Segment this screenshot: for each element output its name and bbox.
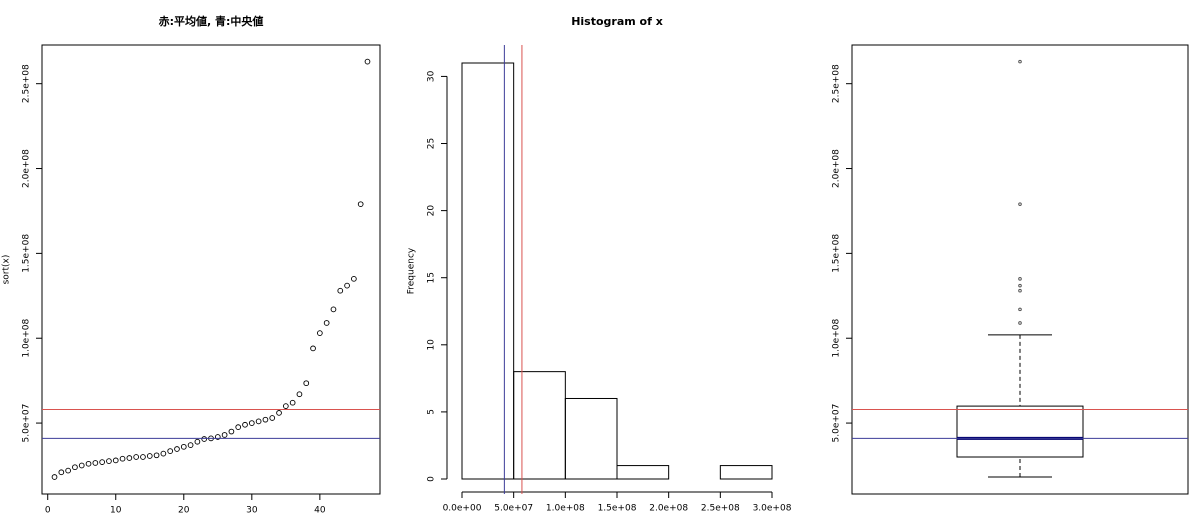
x-tick-label: 1.5e+08 (598, 504, 637, 514)
outlier (1018, 321, 1022, 325)
histogram-bar (461, 62, 515, 480)
point (133, 454, 140, 460)
y-tick-label: 5.0e+07 (832, 404, 842, 443)
point (242, 421, 248, 428)
y-tick-label: 25 (427, 138, 437, 149)
y-tick-label: 15 (427, 272, 437, 283)
x-tick-label: 20 (178, 506, 190, 516)
point (337, 287, 344, 294)
y-tick-label: 2.5e+08 (22, 64, 32, 103)
y-tick-label: 30 (427, 70, 437, 82)
x-tick-label: 1.0e+08 (546, 504, 585, 514)
point (214, 434, 221, 440)
point (221, 432, 228, 438)
point (351, 275, 357, 282)
point (72, 464, 78, 471)
x-tick-label: 0.0e+00 (443, 504, 482, 514)
point (153, 452, 160, 459)
point (262, 416, 269, 423)
x-tick-label: 2.5e+08 (701, 504, 740, 514)
point (99, 459, 105, 465)
chart-title: 赤:平均値, 青:中央値 (159, 14, 264, 28)
point (282, 403, 289, 409)
x-tick-label: 0 (45, 506, 51, 516)
y-tick-label: 2.5e+08 (832, 64, 842, 103)
box (956, 405, 1084, 458)
point (119, 455, 126, 462)
x-tick-label: 40 (314, 506, 326, 516)
point (323, 320, 330, 326)
point (78, 462, 85, 469)
point (160, 450, 167, 457)
y-tick-label: 1.0e+08 (22, 319, 32, 358)
point (228, 428, 235, 435)
outlier (1018, 277, 1022, 281)
point (180, 443, 187, 450)
y-tick-label: 10 (427, 339, 437, 351)
histogram-bar (616, 465, 670, 480)
x-tick-label: 2.0e+08 (649, 504, 688, 514)
outlier (1018, 307, 1022, 312)
plot-frame (851, 44, 1189, 495)
point (167, 448, 174, 454)
point (330, 306, 337, 313)
point (289, 399, 296, 406)
point (85, 460, 92, 467)
point (344, 282, 350, 289)
point (146, 453, 153, 459)
point (201, 436, 208, 442)
point (65, 467, 71, 474)
y-tick-label: 2.0e+08 (22, 149, 32, 188)
x-tick-label: 10 (110, 506, 122, 516)
point (187, 442, 194, 448)
point (317, 330, 323, 336)
y-tick-label: 20 (427, 205, 437, 217)
y-tick-label: 1.5e+08 (832, 234, 842, 273)
point (174, 446, 180, 452)
point (106, 458, 112, 464)
chart-title: Histogram of x (571, 15, 663, 28)
point (296, 391, 303, 398)
point (112, 457, 119, 464)
point (126, 455, 133, 461)
point (364, 58, 371, 65)
histogram-bar (564, 397, 618, 480)
y-axis-label: sort(x) (2, 255, 12, 285)
y-tick-label: 1.0e+08 (832, 319, 842, 358)
x-tick-label: 3.0e+08 (753, 504, 792, 514)
y-tick-label: 5 (427, 409, 437, 415)
point (235, 424, 242, 430)
y-tick-label: 5.0e+07 (22, 404, 32, 443)
point (51, 474, 58, 480)
outlier (1018, 283, 1022, 288)
outlier (1018, 288, 1022, 293)
point (303, 380, 310, 387)
x-tick-label: 30 (246, 506, 258, 516)
point (58, 469, 65, 476)
point (92, 460, 99, 466)
histogram-bar (513, 371, 566, 480)
histogram-bar (719, 465, 773, 480)
y-axis-label: Frequency (407, 247, 417, 294)
x-tick-label: 5.0e+07 (494, 504, 533, 514)
outlier (1018, 59, 1022, 64)
point (357, 201, 364, 208)
y-tick-label: 0 (427, 476, 437, 482)
y-tick-label: 2.0e+08 (832, 149, 842, 188)
point (248, 420, 255, 426)
outlier (1018, 202, 1022, 206)
point (194, 438, 201, 445)
point (140, 454, 146, 460)
y-tick-label: 1.5e+08 (22, 234, 32, 273)
point (276, 410, 282, 416)
point (255, 418, 262, 425)
plot-frame (41, 44, 381, 495)
point (310, 345, 316, 352)
point (269, 415, 276, 421)
